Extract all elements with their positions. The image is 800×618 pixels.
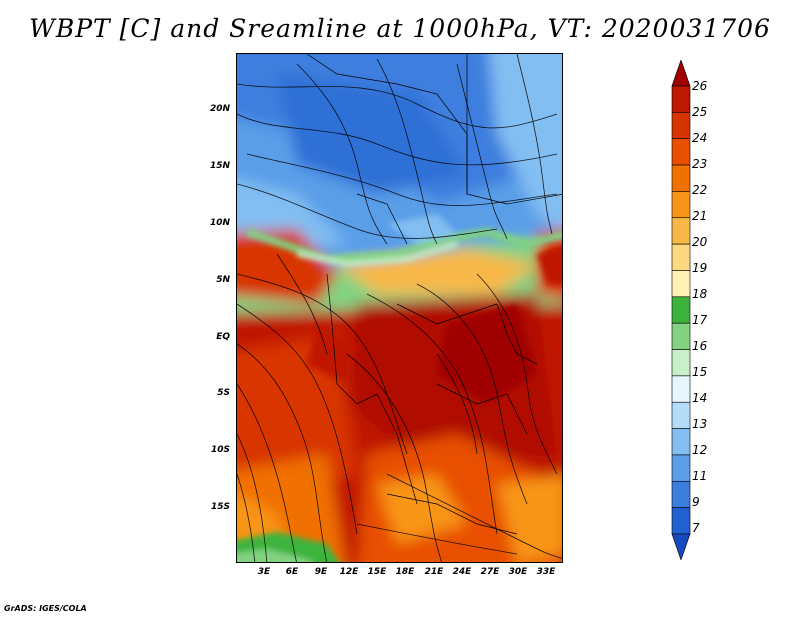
colorbar-label-24: 24 [692,131,708,145]
colorbar-segment [671,296,691,324]
map-panel [236,53,563,563]
colorbar-segment [671,349,691,377]
lon-label-3e: 3E [257,567,271,577]
lat-label-5n: 5N [216,275,230,285]
colorbar-label-11: 11 [692,469,708,483]
colorbar-label-7: 7 [692,521,700,535]
colorbar-segment [671,138,691,166]
colorbar-segment [671,480,691,508]
colorbar-label-15: 15 [692,365,708,379]
lon-label-18e: 18E [395,567,415,577]
colorbar-segment [671,243,691,271]
lon-label-30e: 30E [508,567,528,577]
colorbar-label-22: 22 [692,183,708,197]
chart-title: WBPT [C] and Sreamline at 1000hPa, VT: 2… [29,14,771,43]
colorbar-label-9: 9 [692,495,700,509]
colorbar-segment [671,507,691,535]
lat-label-eq: EQ [216,332,230,342]
colorbar-segment [671,322,691,350]
lat-label-10n: 10N [209,218,230,228]
lat-label-15s: 15S [210,502,230,512]
colorbar-label-14: 14 [692,391,708,405]
colorbar-label-23: 23 [692,157,708,171]
lon-label-15e: 15E [367,567,387,577]
lat-label-10s: 10S [210,445,230,455]
grads-credit: GrADS: IGES/COLA [4,604,87,613]
colorbar-segment [671,270,691,298]
lon-label-33e: 33E [536,567,556,577]
wbpt-detail [237,214,562,562]
colorbar-segment [671,85,691,113]
colorbar-segment [671,164,691,192]
colorbar-label-13: 13 [692,417,708,431]
colorbar-label-16: 16 [692,339,708,353]
colorbar-segment [671,191,691,219]
colorbar-label-25: 25 [692,105,708,119]
lon-label-21e: 21E [424,567,444,577]
colorbar-segment [671,375,691,403]
colorbar-label-17: 17 [692,313,708,327]
colorbar-label-21: 21 [692,209,708,223]
colorbar-label-20: 20 [692,235,708,249]
lon-label-27e: 27E [480,567,500,577]
colorbar-arrow-bottom [671,533,691,560]
colorbar-label-19: 19 [692,261,708,275]
lat-label-5s: 5S [217,388,230,398]
colorbar-label-12: 12 [692,443,708,457]
map-field [237,54,562,562]
country-borders [306,54,562,535]
lon-label-12e: 12E [339,567,359,577]
colorbar-segment [671,217,691,245]
colorbar-segment [671,112,691,140]
lon-label-9e: 9E [314,567,328,577]
colorbar-segment [671,454,691,482]
lon-label-6e: 6E [285,567,299,577]
colorbar-label-18: 18 [692,287,708,301]
lat-label-15n: 15N [209,161,230,171]
colorbar-segment [671,401,691,429]
lat-label-20n: 20N [209,104,230,114]
colorbar-segment [671,428,691,456]
lon-label-24e: 24E [452,567,472,577]
streamlines [237,54,562,562]
colorbar [671,60,691,560]
colorbar-arrow-top [671,60,691,87]
colorbar-label-26: 26 [692,79,708,93]
